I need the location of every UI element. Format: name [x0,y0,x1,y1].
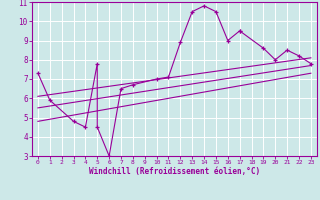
X-axis label: Windchill (Refroidissement éolien,°C): Windchill (Refroidissement éolien,°C) [89,167,260,176]
